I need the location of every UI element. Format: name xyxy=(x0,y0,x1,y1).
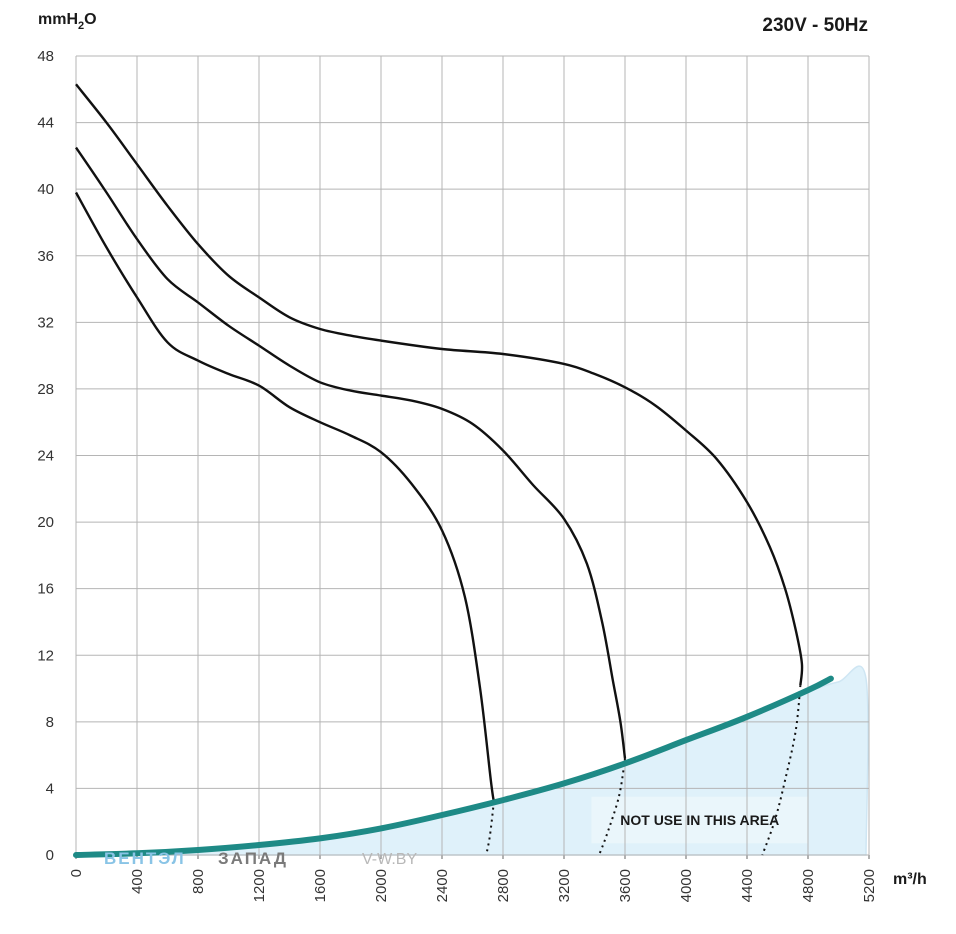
x-tick-label: 4800 xyxy=(800,869,817,902)
y-tick-label: 48 xyxy=(37,48,54,65)
supply-voltage-label: 230V - 50Hz xyxy=(762,15,868,36)
y-tick-label: 8 xyxy=(46,714,54,731)
x-tick-label: 0 xyxy=(68,869,85,877)
x-tick-label: 3200 xyxy=(556,869,573,902)
y-axis-unit-label: mmH2O xyxy=(38,11,97,32)
y-tick-label: 4 xyxy=(46,780,54,797)
x-tick-label: 3600 xyxy=(617,869,634,902)
y-tick-label: 28 xyxy=(37,381,54,398)
y-tick-label: 32 xyxy=(37,314,54,331)
fan-curve-2 xyxy=(75,146,627,759)
x-tick-label: 4400 xyxy=(739,869,756,902)
label-layer: 0 400 800 1200 1600 2000 2400 2800 3200 3600 4000 4… xyxy=(37,48,878,902)
watermark-part3: V-W.BY xyxy=(362,851,417,868)
forbidden-zone-label-box xyxy=(591,796,808,844)
system-curve-layer xyxy=(73,675,834,858)
fan-curve-3-extension xyxy=(761,685,802,856)
fan-curve-3 xyxy=(75,83,804,686)
fan-curve-1 xyxy=(74,191,496,802)
x-axis-unit-label: m³/h xyxy=(893,871,927,888)
x-tick-label: 4000 xyxy=(678,869,695,902)
y-tick-label: 40 xyxy=(37,181,54,198)
fan-curve-1-extension xyxy=(485,801,495,856)
y-tick-label: 24 xyxy=(37,448,54,465)
forbidden-zone-layer xyxy=(75,665,869,856)
y-tick-label: 20 xyxy=(37,514,54,531)
watermark-part1: ВЕНТЭЛ xyxy=(104,849,186,868)
grid xyxy=(75,55,870,859)
x-tick-label: 2000 xyxy=(373,869,390,902)
x-tick-label: 2800 xyxy=(495,869,512,902)
y-tick-label: 12 xyxy=(37,647,54,664)
x-tick-label: 400 xyxy=(129,869,146,894)
y-tick-label: 36 xyxy=(37,248,54,265)
x-tick-label: 800 xyxy=(190,869,207,894)
forbidden-zone-label: NOT USE IN THIS AREA xyxy=(620,812,779,828)
curve-layer xyxy=(74,83,804,856)
watermark-part2: ЗАПАД xyxy=(218,849,288,868)
y-tick-label: 44 xyxy=(37,115,54,132)
y-tick-label: 16 xyxy=(37,581,54,598)
x-tick-label: 2400 xyxy=(434,869,451,902)
y-tick-label: 0 xyxy=(46,847,54,864)
x-tick-label: 1600 xyxy=(312,869,329,902)
system-curve xyxy=(73,675,834,858)
x-tick-label: 5200 xyxy=(861,869,878,902)
x-tick-label: 1200 xyxy=(251,869,268,902)
